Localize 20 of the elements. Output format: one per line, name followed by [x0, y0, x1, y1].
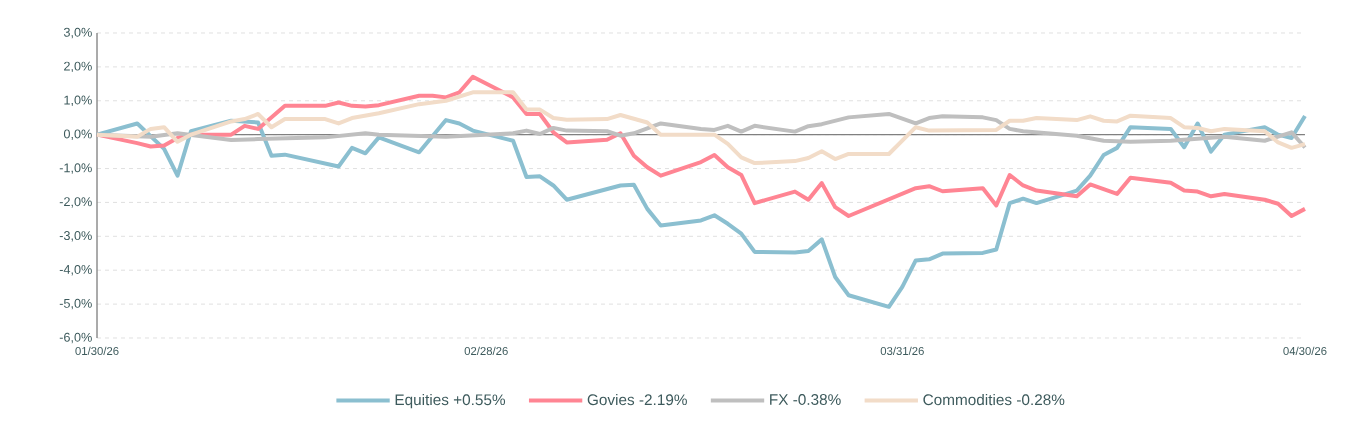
y-tick-label: -5,0% — [59, 298, 92, 310]
y-tick-label: -3,0% — [59, 231, 92, 242]
y-tick-label: 1,0% — [64, 95, 92, 107]
x-tick-label: 03/31/26 — [880, 346, 924, 356]
y-tick-label: 3,0% — [63, 27, 92, 39]
legend-label: Govies -2.19% — [587, 393, 687, 406]
legend-label: Equities +0.55% — [395, 393, 506, 409]
y-tick-label: 2,0% — [64, 61, 92, 73]
line-series — [95, 114, 1307, 309]
legend-label: Commodities -0.28% — [923, 393, 1065, 406]
y-tick-label: -4,0% — [59, 264, 92, 276]
x-tick-label: 01/30/26 — [75, 346, 119, 356]
x-tick-label: 04/30/26 — [1283, 346, 1327, 356]
y-tick-label: -6,0% — [59, 332, 92, 344]
line-series — [95, 90, 1307, 166]
legend-label: FX -0.38% — [770, 394, 841, 405]
y-tick-label: -2,0% — [59, 197, 92, 208]
y-tick-label: 0,0% — [63, 129, 92, 140]
x-tick-label: 02/28/26 — [464, 346, 508, 356]
y-tick-label: -1,0% — [59, 163, 92, 174]
